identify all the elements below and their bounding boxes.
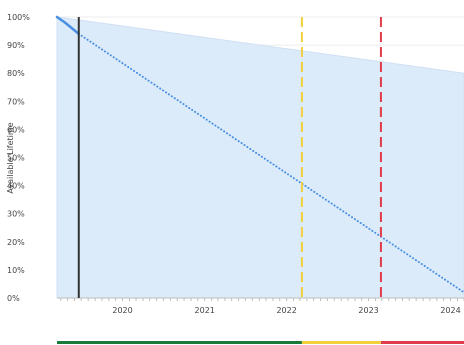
- y-tick-label-0: 0%: [7, 294, 20, 303]
- status-bar-segment-0: [57, 341, 302, 344]
- status-bar-segment-1: [301, 341, 381, 344]
- y-tick-label-8: 80%: [7, 69, 25, 78]
- x-tick-label-2: 2022: [276, 306, 296, 315]
- status-bar-segment-2: [380, 341, 464, 344]
- y-tick-label-5: 50%: [7, 154, 25, 163]
- x-tick-label-3: 2023: [358, 306, 378, 315]
- x-tick-label-4: 2024: [440, 306, 460, 315]
- shaded-area: [56, 16, 464, 299]
- x-tick-label-0: 2020: [112, 306, 132, 315]
- series-line-1: [77, 32, 464, 294]
- y-tick-label-6: 60%: [7, 125, 25, 134]
- y-axis-label: Available Lifetime: [6, 122, 15, 193]
- y-tick-label-2: 20%: [7, 238, 25, 247]
- y-tick-label-3: 30%: [7, 210, 25, 219]
- y-tick-label-7: 70%: [7, 97, 25, 106]
- y-tick-label-1: 10%: [7, 266, 25, 275]
- x-tick-label-1: 2021: [195, 306, 215, 315]
- y-tick-label-9: 90%: [7, 41, 25, 50]
- y-tick-label-10: 100%: [7, 13, 30, 22]
- y-tick-label-4: 40%: [7, 182, 25, 191]
- series-line-0: [55, 15, 81, 36]
